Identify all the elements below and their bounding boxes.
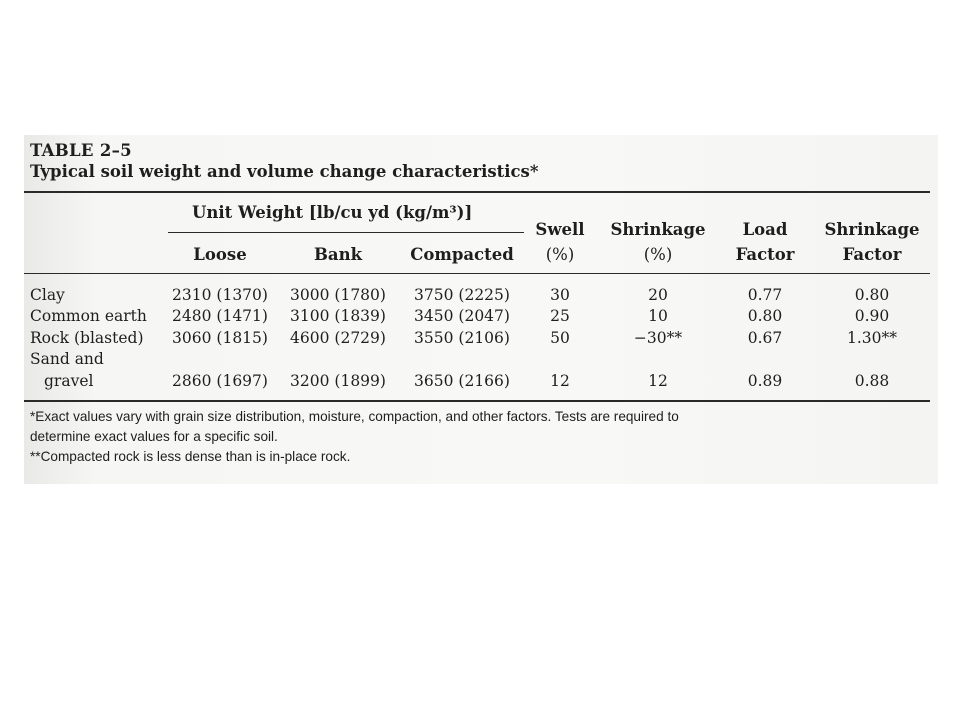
row-material: Clay: [30, 286, 65, 304]
cell-compacted: 3550 (2106): [414, 329, 510, 347]
footnote-1: *Exact values vary with grain size distr…: [30, 409, 679, 424]
header-shrinkage-factor-2: Factor: [842, 245, 902, 264]
header-load-2: Factor: [735, 245, 795, 264]
cell-shrinkage-factor: 0.80: [854, 286, 890, 304]
bottom-rule: [24, 400, 930, 402]
table-figure: TABLE 2–5 Typical soil weight and volume…: [24, 135, 938, 484]
header-shrinkage-2: (%): [643, 245, 673, 264]
header-swell-1: Swell: [535, 220, 585, 239]
row-material-cont: gravel: [44, 372, 94, 390]
footnote-3: **Compacted rock is less dense than is i…: [30, 449, 351, 464]
cell-shrinkage: −30**: [633, 329, 683, 347]
table-number: TABLE 2–5: [30, 141, 132, 160]
cell-bank: 3000 (1780): [290, 286, 386, 304]
unit-weight-rule: [168, 232, 524, 233]
cell-loose: 2860 (1697): [172, 372, 268, 390]
cell-load-factor: 0.67: [747, 329, 783, 347]
cell-compacted: 3650 (2166): [414, 372, 510, 390]
header-loose: Loose: [193, 245, 247, 264]
cell-shrinkage-factor: 0.90: [854, 307, 890, 325]
header-bank: Bank: [313, 245, 363, 264]
cell-bank: 3100 (1839): [290, 307, 386, 325]
header-unit-weight: Unit Weight [lb/cu yd (kg/m³)]: [192, 203, 473, 222]
cell-swell: 25: [550, 307, 570, 325]
cell-loose: 2480 (1471): [172, 307, 268, 325]
cell-load-factor: 0.80: [747, 307, 783, 325]
cell-swell: 30: [550, 286, 570, 304]
cell-shrinkage: 10: [648, 307, 668, 325]
header-shrinkage-factor-1: Shrinkage: [824, 220, 920, 239]
cell-shrinkage: 12: [648, 372, 668, 390]
cell-compacted: 3750 (2225): [414, 286, 510, 304]
header-compacted: Compacted: [410, 245, 514, 264]
footnote-2: determine exact values for a specific so…: [30, 429, 278, 444]
row-material: Sand and: [30, 350, 104, 368]
cell-bank: 3200 (1899): [290, 372, 386, 390]
cell-load-factor: 0.89: [747, 372, 783, 390]
cell-swell: 12: [550, 372, 570, 390]
row-material: Rock (blasted): [30, 329, 144, 347]
cell-load-factor: 0.77: [747, 286, 783, 304]
cell-swell: 50: [550, 329, 570, 347]
cell-compacted: 3450 (2047): [414, 307, 510, 325]
row-material: Common earth: [30, 307, 147, 325]
table-caption: Typical soil weight and volume change ch…: [30, 162, 539, 181]
cell-loose: 2310 (1370): [172, 286, 268, 304]
cell-shrinkage-factor: 0.88: [854, 372, 890, 390]
header-load-1: Load: [742, 220, 788, 239]
header-rule: [24, 273, 930, 274]
cell-bank: 4600 (2729): [290, 329, 386, 347]
header-swell-2: (%): [545, 245, 575, 264]
cell-shrinkage-factor: 1.30**: [846, 329, 898, 347]
cell-loose: 3060 (1815): [172, 329, 268, 347]
top-rule: [24, 191, 930, 193]
cell-shrinkage: 20: [648, 286, 668, 304]
header-shrinkage-1: Shrinkage: [610, 220, 706, 239]
